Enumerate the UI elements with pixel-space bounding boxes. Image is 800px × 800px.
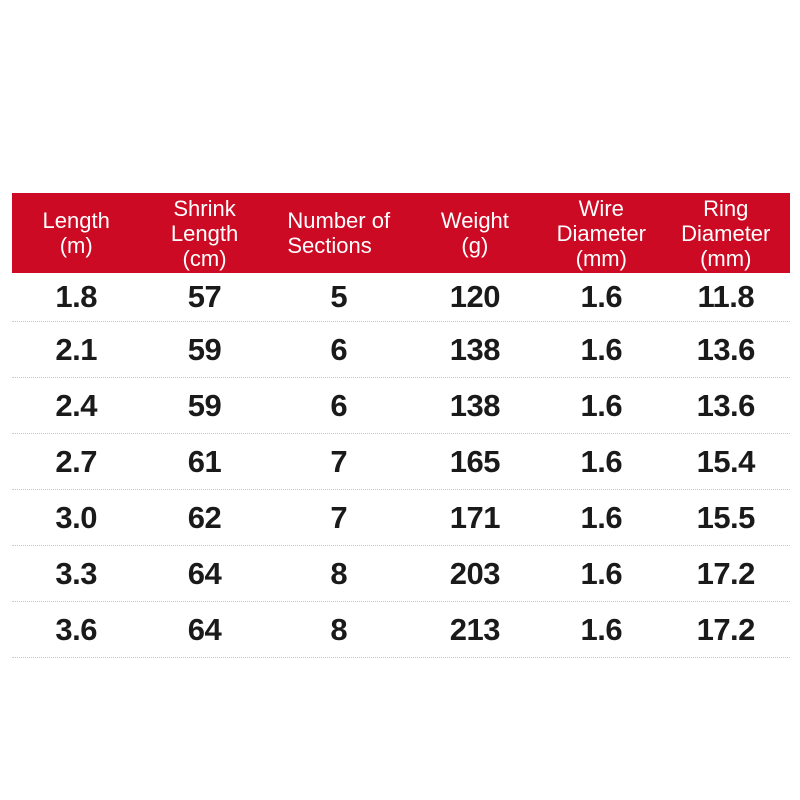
table-cell: 8 bbox=[330, 555, 348, 591]
table-row: 1.8 57 5 120 1.6 11.8 bbox=[12, 273, 790, 322]
table-cell: 1.6 bbox=[580, 443, 623, 479]
header-label-ring-diameter: Ring Diameter (mm) bbox=[681, 195, 771, 271]
table-cell: 2.4 bbox=[55, 387, 97, 423]
table-cell: 59 bbox=[187, 387, 222, 423]
table-cell: 203 bbox=[449, 555, 501, 591]
table-cell: 57 bbox=[187, 279, 222, 314]
table-row: 3.3 64 8 203 1.6 17.2 bbox=[12, 546, 790, 602]
table-cell: 3.6 bbox=[55, 611, 97, 647]
table-cell: 2.1 bbox=[55, 331, 97, 367]
header-label-weight: Weight (g) bbox=[440, 208, 509, 258]
table-cell: 7 bbox=[330, 443, 348, 479]
table-header-row: Length (m) Shrink Length (cm) Number of … bbox=[12, 193, 790, 273]
table-cell: 61 bbox=[187, 443, 222, 479]
table-cell: 17.2 bbox=[696, 611, 756, 647]
table-cell: 138 bbox=[449, 331, 501, 367]
table-row: 3.6 64 8 213 1.6 17.2 bbox=[12, 602, 790, 658]
table-cell: 15.4 bbox=[696, 443, 756, 479]
table-cell: 6 bbox=[330, 387, 348, 423]
header-cell-shrink-length: Shrink Length (cm) bbox=[140, 193, 268, 273]
table-row: 3.0 62 7 171 1.6 15.5 bbox=[12, 490, 790, 546]
table-cell: 11.8 bbox=[697, 279, 755, 314]
table-cell: 8 bbox=[330, 611, 348, 647]
header-cell-length: Length (m) bbox=[12, 193, 140, 273]
table-cell: 13.6 bbox=[696, 387, 756, 423]
table-cell: 1.8 bbox=[55, 279, 97, 314]
table-row: 2.4 59 6 138 1.6 13.6 bbox=[12, 378, 790, 434]
table-cell: 1.6 bbox=[580, 611, 623, 647]
table-cell: 120 bbox=[449, 279, 501, 314]
table-cell: 1.6 bbox=[580, 387, 623, 423]
table-cell: 1.6 bbox=[580, 331, 623, 367]
table-cell: 2.7 bbox=[55, 443, 97, 479]
table-cell: 3.0 bbox=[55, 499, 97, 535]
table-cell: 5 bbox=[330, 279, 348, 314]
table-cell: 17.2 bbox=[696, 555, 756, 591]
table-cell: 213 bbox=[449, 611, 501, 647]
table-cell: 7 bbox=[330, 499, 348, 535]
table-cell: 3.3 bbox=[55, 555, 97, 591]
table-cell: 6 bbox=[330, 331, 348, 367]
table-cell: 1.6 bbox=[580, 555, 623, 591]
table-cell: 1.6 bbox=[580, 279, 623, 314]
header-label-wire-diameter: Wire Diameter (mm) bbox=[556, 195, 646, 271]
table-cell: 165 bbox=[449, 443, 501, 479]
header-cell-ring-diameter: Ring Diameter (mm) bbox=[662, 193, 790, 273]
table-body: 1.8 57 5 120 1.6 11.8 2.1 59 6 138 1.6 1… bbox=[12, 273, 790, 658]
table-cell: 171 bbox=[449, 499, 501, 535]
header-label-length: Length (m) bbox=[42, 208, 110, 258]
table-row: 2.7 61 7 165 1.6 15.4 bbox=[12, 434, 790, 490]
table-cell: 62 bbox=[187, 499, 222, 535]
table-row: 2.1 59 6 138 1.6 13.6 bbox=[12, 322, 790, 378]
table-cell: 64 bbox=[187, 611, 222, 647]
header-cell-weight: Weight (g) bbox=[409, 193, 541, 273]
table-cell: 59 bbox=[187, 331, 222, 367]
header-label-number-of-sections: Number of Sections bbox=[287, 208, 391, 258]
table-cell: 138 bbox=[449, 387, 501, 423]
table-cell: 1.6 bbox=[580, 499, 623, 535]
table-cell: 15.5 bbox=[696, 499, 756, 535]
spec-table: Length (m) Shrink Length (cm) Number of … bbox=[12, 193, 790, 658]
header-cell-wire-diameter: Wire Diameter (mm) bbox=[541, 193, 662, 273]
header-label-shrink-length: Shrink Length (cm) bbox=[170, 195, 239, 271]
table-cell: 64 bbox=[187, 555, 222, 591]
table-cell: 13.6 bbox=[696, 331, 756, 367]
header-cell-number-of-sections: Number of Sections bbox=[269, 193, 409, 273]
